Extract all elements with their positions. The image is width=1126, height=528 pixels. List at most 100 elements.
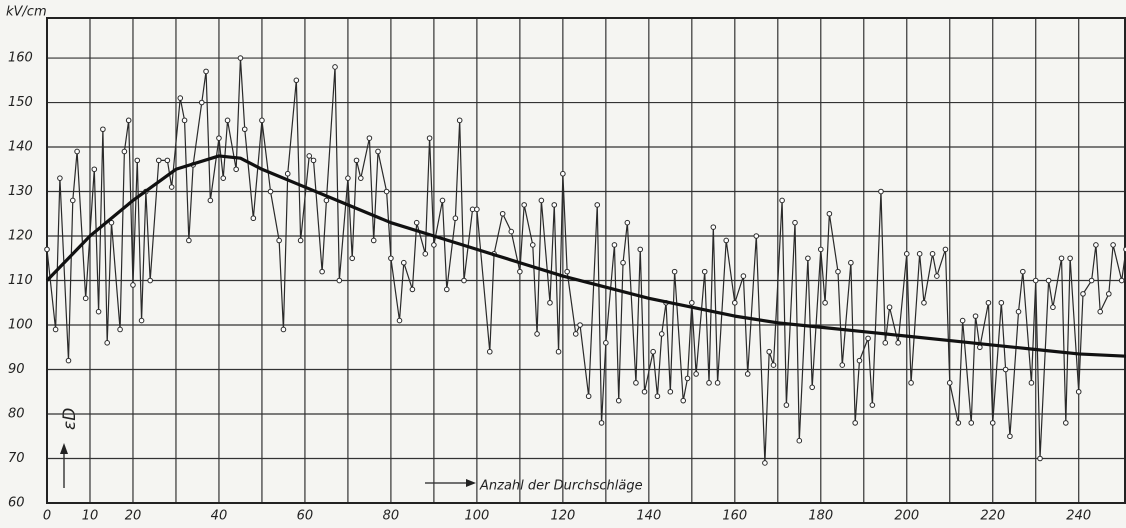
data-point xyxy=(1080,291,1086,297)
trend-curve xyxy=(45,154,1126,358)
data-point xyxy=(65,357,72,364)
data-point xyxy=(714,380,721,386)
data-point xyxy=(946,380,953,386)
data-point xyxy=(972,313,979,319)
data-point xyxy=(57,175,63,181)
data-point xyxy=(1118,277,1125,284)
data-point xyxy=(839,362,846,368)
data-point xyxy=(259,117,265,124)
data-point xyxy=(104,340,110,346)
data-point xyxy=(878,188,884,195)
data-point xyxy=(693,371,699,377)
x-tick-label: 80 xyxy=(383,509,400,524)
data-point xyxy=(280,326,287,333)
data-point xyxy=(233,166,239,173)
data-point xyxy=(358,175,364,181)
data-point xyxy=(998,299,1005,306)
data-point xyxy=(138,317,145,324)
x-tick-label: 140 xyxy=(636,509,661,524)
y-tick-label: 60 xyxy=(8,496,25,511)
data-point xyxy=(564,268,570,275)
data-point xyxy=(323,197,330,204)
data-point xyxy=(534,331,540,337)
data-point xyxy=(577,322,583,328)
data-point xyxy=(723,237,730,244)
annotation-arrowhead xyxy=(466,479,476,487)
data-point xyxy=(822,299,828,306)
data-point xyxy=(1032,277,1039,284)
data-point xyxy=(585,393,592,400)
data-point xyxy=(955,420,962,426)
data-point xyxy=(134,157,141,164)
data-point xyxy=(903,251,910,257)
data-point xyxy=(366,135,373,141)
data-point xyxy=(181,117,188,124)
y-label: εD xyxy=(60,408,80,430)
data-point xyxy=(310,157,317,164)
data-point xyxy=(237,55,244,61)
data-point xyxy=(216,135,222,141)
grid xyxy=(46,18,1126,504)
data-point xyxy=(306,153,313,159)
data-point xyxy=(117,326,123,333)
data-point xyxy=(426,135,433,141)
data-point xyxy=(130,282,136,288)
data-point xyxy=(641,388,648,395)
x-tick-label: 240 xyxy=(1066,509,1091,524)
data-point xyxy=(770,362,777,368)
data-point xyxy=(977,344,983,351)
data-point xyxy=(895,340,901,346)
data-point xyxy=(744,371,751,377)
data-point xyxy=(959,317,966,324)
data-point xyxy=(869,402,876,408)
data-point xyxy=(207,197,214,204)
data-point xyxy=(856,357,863,364)
data-point xyxy=(1067,255,1073,262)
data-point xyxy=(508,228,515,235)
data-point xyxy=(82,295,89,302)
data-point xyxy=(336,277,343,284)
data-point xyxy=(667,388,674,395)
data-point xyxy=(989,420,996,426)
x-tick-label: 40 xyxy=(211,509,228,524)
data-point xyxy=(147,277,153,284)
data-point xyxy=(349,255,356,262)
data-point xyxy=(620,259,626,266)
data-point xyxy=(108,219,115,226)
data-point xyxy=(701,268,708,275)
data-point xyxy=(809,384,815,391)
data-point xyxy=(177,95,184,101)
data-point xyxy=(168,184,175,190)
data-point xyxy=(783,402,790,408)
data-point xyxy=(396,317,403,324)
data-point xyxy=(805,255,811,262)
data-point xyxy=(250,215,257,222)
data-point xyxy=(1037,455,1043,462)
data-point xyxy=(968,420,975,426)
data-point xyxy=(125,117,132,124)
data-point xyxy=(370,237,377,244)
data-point xyxy=(1002,366,1009,373)
data-point xyxy=(835,268,841,275)
data-point xyxy=(499,210,506,217)
data-point xyxy=(276,237,282,244)
data-point xyxy=(1088,277,1095,284)
data-point xyxy=(762,460,768,466)
x-tick-label: 200 xyxy=(894,509,919,524)
data-point xyxy=(267,188,274,195)
data-point xyxy=(921,299,927,306)
data-point xyxy=(1050,304,1056,311)
data-point xyxy=(611,242,618,248)
data-point xyxy=(594,202,601,208)
data-point xyxy=(650,348,656,355)
data-point xyxy=(456,117,463,124)
x-tick-label: 120 xyxy=(550,509,575,524)
y-tick-label: 120 xyxy=(8,229,33,244)
data-point xyxy=(203,68,209,75)
data-point xyxy=(1093,242,1099,248)
data-point xyxy=(1028,380,1035,386)
data-point xyxy=(1075,388,1082,395)
data-point xyxy=(486,348,493,355)
y-tick-label: 130 xyxy=(8,184,33,199)
